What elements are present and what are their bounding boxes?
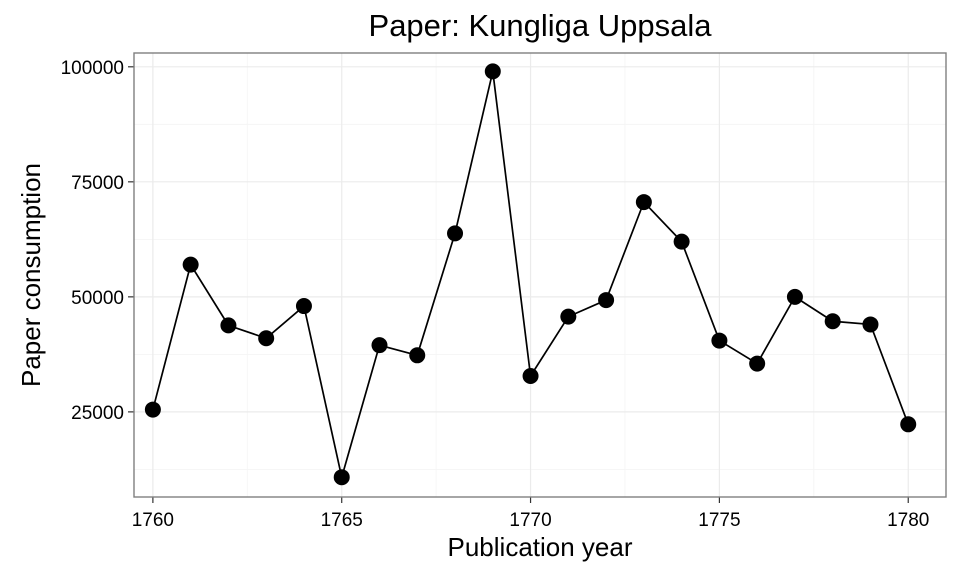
data-point	[484, 63, 501, 80]
x-tick-label: 1760	[132, 510, 174, 531]
data-point	[409, 347, 426, 364]
data-point	[824, 313, 841, 330]
data-point	[258, 330, 275, 347]
data-point	[598, 292, 615, 309]
data-point	[182, 256, 199, 273]
data-point	[862, 316, 879, 333]
y-tick-label: 50000	[71, 288, 124, 309]
data-point	[447, 225, 464, 242]
x-axis-title: Publication year	[448, 532, 633, 562]
data-point	[673, 233, 690, 250]
data-point	[144, 401, 161, 418]
axes: 1760 1765 1770 1775 1780 25000 50000 75000 10000…	[61, 58, 930, 531]
x-tick-label: 1770	[509, 510, 551, 531]
data-point	[220, 317, 237, 334]
x-tick-label: 1765	[321, 510, 363, 531]
data-series	[144, 63, 917, 486]
data-point	[711, 332, 728, 349]
y-tick-label: 25000	[71, 403, 124, 424]
data-point	[560, 308, 577, 325]
y-tick-label: 100000	[61, 58, 124, 79]
chart-title: Paper: Kungliga Uppsala	[369, 8, 713, 43]
data-point	[371, 337, 388, 354]
x-tick-label: 1780	[887, 510, 929, 531]
data-point	[295, 298, 312, 315]
data-point	[749, 355, 766, 372]
data-point	[900, 416, 917, 433]
plot-panel-border	[133, 52, 947, 498]
grid	[134, 53, 946, 497]
data-point	[522, 367, 539, 384]
data-point	[333, 469, 350, 486]
y-axis-title: Paper consumption	[16, 163, 46, 387]
y-tick-label: 75000	[71, 173, 124, 194]
x-tick-label: 1775	[698, 510, 740, 531]
data-point	[635, 194, 652, 211]
data-point	[786, 288, 803, 305]
